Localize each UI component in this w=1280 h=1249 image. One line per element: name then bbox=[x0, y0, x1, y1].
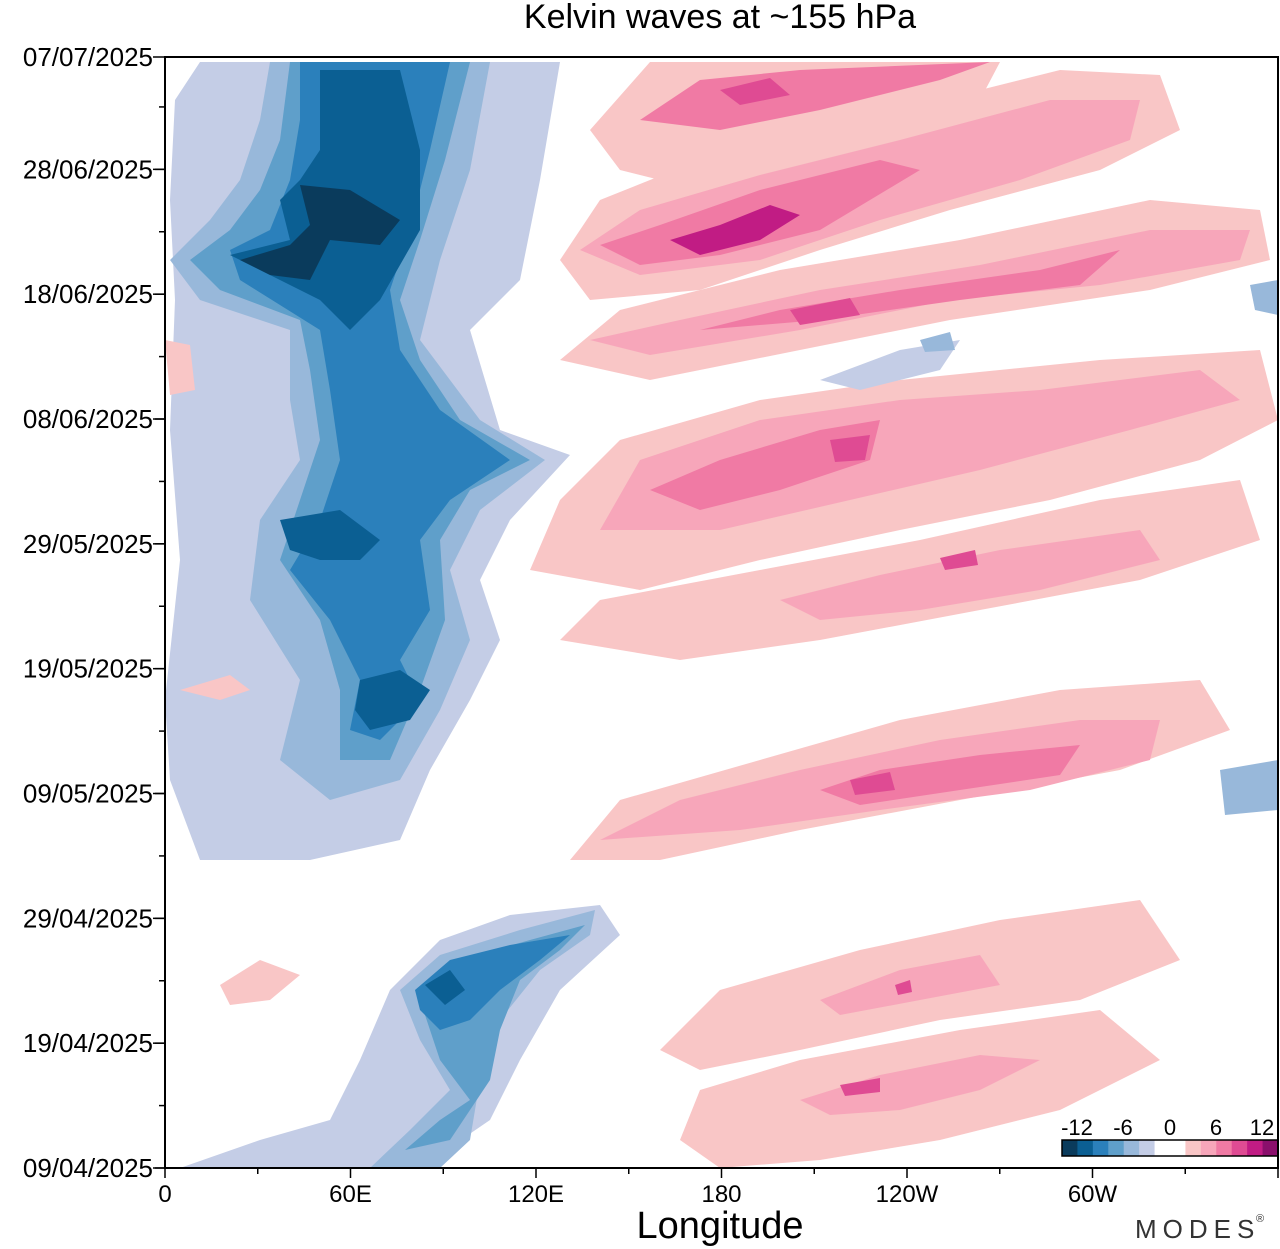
chart-title: Kelvin waves at ~155 hPa bbox=[524, 0, 916, 36]
y-tick-label: 19/05/2025 bbox=[23, 654, 153, 684]
x-tick-label: 0 bbox=[158, 1181, 171, 1208]
colorbar-swatch bbox=[1154, 1140, 1171, 1156]
colorbar-swatch bbox=[1247, 1140, 1264, 1156]
negative-anomaly-core-low bbox=[355, 670, 430, 730]
colorbar-swatches bbox=[1062, 1140, 1279, 1156]
x-tick-label: 120E bbox=[508, 1181, 564, 1208]
negative-anomaly-south-core bbox=[425, 970, 465, 1005]
colorbar-swatch bbox=[1231, 1140, 1248, 1156]
colorbar-label-zero: 0 bbox=[1164, 1115, 1176, 1140]
plot-field bbox=[165, 62, 1278, 1168]
x-axis: 0 60E 120E 180 120W 60W bbox=[158, 1168, 1279, 1208]
y-tick-label: 19/04/2025 bbox=[23, 1028, 153, 1058]
colorbar-swatch bbox=[1200, 1140, 1217, 1156]
positive-anomaly-band-2-core bbox=[670, 205, 800, 255]
positive-anomaly-band-4-core bbox=[830, 435, 870, 462]
positive-anomaly-band-3-core bbox=[790, 298, 860, 325]
colorbar-swatch bbox=[1108, 1140, 1125, 1156]
colorbar-swatch bbox=[1262, 1140, 1279, 1156]
positive-anomaly-band-4-level bbox=[650, 420, 880, 510]
y-tick-label: 07/07/2025 bbox=[23, 42, 153, 72]
positive-anomaly-band-5-core bbox=[940, 550, 978, 570]
y-axis: 09/04/2025 19/04/2025 29/04/2025 09/05/2025… bbox=[23, 42, 165, 1183]
colorbar-label-6: 6 bbox=[1210, 1115, 1222, 1140]
x-tick-label: 120W bbox=[876, 1181, 939, 1208]
positive-anomaly-band-8 bbox=[800, 1055, 1040, 1115]
positive-anomaly-band-6-core bbox=[850, 772, 895, 795]
negative-anomaly-patch-right-2 bbox=[1250, 280, 1278, 315]
positive-anomaly-patch-left-2 bbox=[220, 960, 300, 1005]
y-tick-label: 08/06/2025 bbox=[23, 404, 153, 434]
colorbar-swatch bbox=[1123, 1140, 1140, 1156]
colorbar-swatch bbox=[1216, 1140, 1233, 1156]
y-tick-label: 28/06/2025 bbox=[23, 154, 153, 184]
colorbar-swatch bbox=[1092, 1140, 1109, 1156]
positive-anomaly-band-8-core bbox=[840, 1078, 880, 1096]
modes-logo: MODES ® bbox=[1135, 1213, 1264, 1244]
positive-anomaly-band-top bbox=[640, 62, 990, 130]
colorbar-label-neg12: -12 bbox=[1061, 1115, 1093, 1140]
y-tick-label: 29/04/2025 bbox=[23, 903, 153, 933]
x-tick-label: 60W bbox=[1068, 1181, 1118, 1208]
brand-registered-mark: ® bbox=[1256, 1213, 1264, 1225]
negative-anomaly-core-mid bbox=[280, 510, 380, 560]
colorbar-label-12: 12 bbox=[1250, 1115, 1274, 1140]
colorbar-swatch bbox=[1139, 1140, 1156, 1156]
y-tick-label: 09/05/2025 bbox=[23, 779, 153, 809]
colorbar: -12 -6 0 6 12 bbox=[1055, 1112, 1280, 1162]
negative-anomaly-patch-right-1 bbox=[1220, 760, 1278, 815]
colorbar-label-neg6: -6 bbox=[1113, 1115, 1133, 1140]
negative-anomaly-core-upper bbox=[240, 185, 400, 280]
colorbar-swatch bbox=[1185, 1140, 1202, 1156]
y-tick-label: 29/05/2025 bbox=[23, 529, 153, 559]
colorbar-swatch bbox=[1077, 1140, 1094, 1156]
colorbar-swatch bbox=[1170, 1140, 1186, 1156]
positive-anomaly-patch-left bbox=[180, 675, 250, 700]
positive-anomaly-patch-left-3 bbox=[165, 340, 195, 395]
positive-anomaly-band-7-core bbox=[895, 980, 912, 995]
negative-anomaly-south-level-2 bbox=[415, 935, 570, 1030]
positive-anomaly-band-top-core bbox=[720, 78, 790, 105]
positive-anomaly-band-5 bbox=[780, 530, 1160, 620]
brand-text: MODES bbox=[1135, 1214, 1260, 1244]
y-tick-label: 18/06/2025 bbox=[23, 279, 153, 309]
negative-anomaly-patch-right-4 bbox=[920, 332, 955, 352]
x-axis-title: Longitude bbox=[637, 1205, 804, 1247]
negative-anomaly-patch-right-3 bbox=[820, 340, 960, 390]
y-tick-label: 09/04/2025 bbox=[23, 1153, 153, 1183]
colorbar-swatch bbox=[1062, 1140, 1078, 1156]
x-tick-label: 60E bbox=[329, 1181, 372, 1208]
x-tick-label: 180 bbox=[701, 1181, 741, 1208]
